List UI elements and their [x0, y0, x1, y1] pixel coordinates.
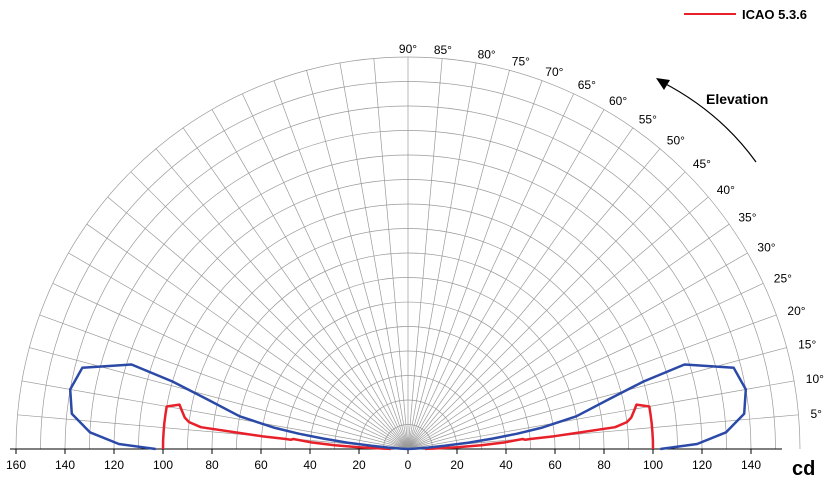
tick-label: 60 [548, 458, 562, 472]
elevation-label: 5° [810, 407, 822, 421]
grid-ray [407, 58, 443, 450]
grid-ray [407, 148, 661, 450]
elevation-label: 90° [399, 42, 417, 56]
grid-ray [107, 196, 409, 450]
grid-ray [182, 127, 409, 450]
tick-label: 100 [153, 458, 173, 472]
tick-label: 140 [741, 458, 761, 472]
grid-ray [29, 347, 409, 450]
elevation-label: 50° [667, 134, 685, 148]
elevation-label: 75° [512, 55, 530, 69]
grid-ray [407, 283, 764, 450]
elevation-labels: 5° 10° 15° 20° 25° 30° 35°40° 45° 50° 55° 60° 65° 70… [399, 42, 824, 421]
measured-series-line-right [407, 363, 748, 451]
grid-ray [339, 62, 409, 450]
grid-ray [407, 109, 605, 450]
tick-label: 40 [499, 458, 513, 472]
grid-ray [407, 171, 686, 450]
elevation-label: 85° [434, 43, 452, 57]
grid-ray [407, 62, 477, 450]
tick-label: 100 [643, 458, 663, 472]
grid-ray [407, 80, 543, 450]
tick-label: 60 [254, 458, 268, 472]
elevation-arrow-head [656, 78, 670, 90]
polar-grid [15, 56, 801, 450]
grid-ray [407, 70, 510, 450]
elevation-label: 30° [757, 240, 775, 254]
tick-label: 0 [405, 458, 412, 472]
grid-ray [373, 58, 409, 450]
grid-ray [155, 148, 409, 450]
elevation-label: 35° [738, 211, 756, 225]
tick-label: 120 [692, 458, 712, 472]
tick-label: 80 [205, 458, 219, 472]
grid-ray [407, 252, 748, 450]
icao-series-line-left [161, 403, 392, 451]
elevation-label: 10° [806, 372, 824, 386]
elevation-label: 25° [774, 271, 792, 285]
grid-ray [86, 223, 409, 450]
grid-ray [211, 109, 409, 450]
elevation-label: 55° [639, 112, 657, 126]
grid-ray [39, 314, 409, 450]
legend-label-icao: ICAO 5.3.6 [742, 7, 807, 22]
tick-label: 80 [597, 458, 611, 472]
elevation-label: 65° [578, 78, 596, 92]
elevation-label: 20° [787, 304, 805, 318]
tick-label: 120 [104, 458, 124, 472]
tick-label: 40 [303, 458, 317, 472]
grid-ray [242, 93, 409, 450]
grid-ray [273, 80, 409, 450]
grid-ray [407, 93, 574, 450]
grid-ray [17, 414, 409, 450]
unit-label: cd [792, 458, 815, 480]
elevation-label: 15° [798, 337, 816, 351]
elevation-label: 70° [545, 65, 563, 79]
elevation-label: 40° [717, 183, 735, 197]
elevation-label: 80° [478, 47, 496, 61]
grid-ray [407, 414, 799, 450]
elevation-annotation: Elevation [656, 78, 768, 163]
elevation-label: 60° [609, 94, 627, 108]
elevation-arrow-curve [661, 81, 757, 163]
elevation-label: 45° [693, 157, 711, 171]
grid-ray [52, 283, 409, 450]
tick-label: 160 [6, 458, 26, 472]
grid-ray [130, 171, 409, 450]
grid-ray [407, 223, 730, 450]
legend: ICAO 5.3.6 [684, 7, 807, 22]
grid-ray [306, 70, 409, 450]
tick-label: 140 [55, 458, 75, 472]
radial-axis: 160 140 120 100 80 60 40 20 0 20 40 60 80 100 120 140 [6, 448, 782, 472]
grid-ray [407, 127, 634, 450]
grid-ray [407, 196, 709, 450]
grid-ray [407, 380, 795, 450]
grid-ray [407, 314, 777, 450]
series-layer [68, 363, 748, 451]
icao-series-line-right [424, 403, 655, 451]
grid-ray [407, 347, 787, 450]
measured-series-line-left [68, 363, 409, 451]
tick-label: 20 [352, 458, 366, 472]
elevation-annotation-label: Elevation [706, 91, 768, 107]
tick-label: 20 [450, 458, 464, 472]
grid-ray [21, 380, 409, 450]
grid-ray [68, 252, 409, 450]
